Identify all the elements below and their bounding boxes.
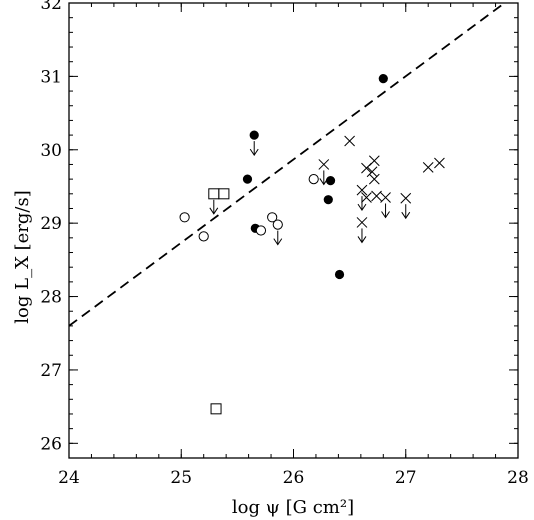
y-tick-label: 32	[40, 0, 62, 14]
point-open-square	[208, 188, 220, 200]
point-open-circle	[272, 219, 283, 230]
point-filled-circle	[325, 175, 336, 186]
point-open-square	[218, 188, 230, 200]
point-open-square	[210, 403, 222, 415]
point-cross	[400, 192, 412, 204]
upper-limit-arrowhead	[273, 238, 283, 246]
y-tick-label: 26	[40, 434, 62, 454]
point-filled-circle	[249, 130, 259, 140]
upper-limit-arrowhead	[357, 203, 367, 212]
x-tick-label: 27	[395, 468, 417, 488]
x-tick-label: 28	[507, 468, 529, 488]
plot-border	[68, 2, 519, 459]
x-tick-label: 25	[170, 468, 192, 488]
point-open-circle	[267, 212, 278, 223]
y-tick-label: 29	[40, 214, 62, 234]
point-cross	[361, 192, 372, 203]
upper-limit-arrowhead	[357, 236, 367, 244]
point-cross	[368, 155, 380, 167]
point-filled-circle	[323, 195, 333, 205]
y-tick-label: 27	[40, 361, 62, 381]
tick-labels: 24 25 26 27 28 26 27 28 29 30 31 32	[40, 0, 528, 488]
point-cross	[422, 162, 434, 173]
point-open-circle	[179, 212, 190, 223]
fit-line	[68, 2, 506, 327]
point-cross	[356, 217, 368, 228]
point-filled-circle	[242, 174, 253, 184]
y-tick-label: 31	[40, 67, 62, 87]
point-cross	[318, 159, 330, 170]
point-open-circle	[255, 225, 267, 236]
upper-limit-arrowhead	[249, 148, 259, 156]
y-tick-label: 28	[40, 288, 62, 308]
tick-marks	[68, 2, 519, 458]
upper-limit-arrowhead	[401, 211, 411, 220]
x-axis-label: log ψ [G cm²]	[232, 497, 354, 518]
point-filled-circle	[334, 269, 345, 280]
upper-limit-arrowhead	[381, 211, 390, 219]
point-open-circle	[308, 174, 319, 185]
point-cross	[356, 184, 368, 196]
point-cross	[344, 135, 355, 147]
point-cross	[371, 190, 382, 202]
point-open-circle	[198, 231, 209, 242]
upper-limit-arrowhead	[319, 178, 329, 186]
upper-limit-arrowhead	[209, 207, 219, 215]
point-cross	[380, 192, 391, 203]
fit-line-group	[68, 2, 506, 327]
point-cross	[434, 157, 445, 169]
point-cross	[366, 166, 378, 178]
x-tick-label: 24	[58, 468, 80, 488]
point-cross	[368, 173, 380, 185]
x-tick-label: 26	[283, 468, 305, 488]
plot-frame	[68, 2, 519, 459]
y-axis-label: log L_X [erg/s]	[12, 190, 33, 323]
point-filled-circle	[378, 73, 388, 84]
y-tick-label: 30	[40, 141, 62, 161]
data-points	[179, 73, 445, 415]
